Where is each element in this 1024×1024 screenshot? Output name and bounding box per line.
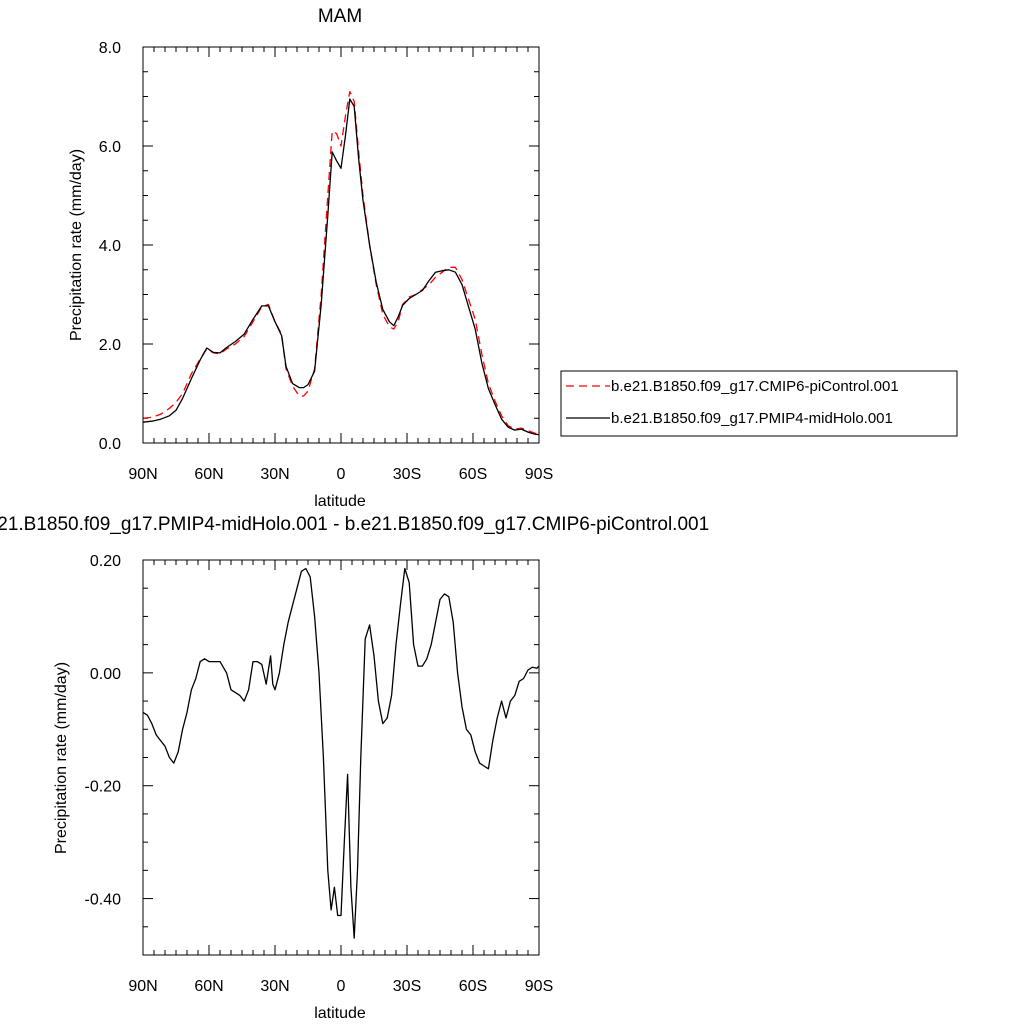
x-tick-label: 30N (260, 466, 289, 483)
x-tick-label: 90N (128, 466, 157, 483)
series-line-0 (142, 90, 540, 435)
chart-title: MAM (318, 6, 362, 27)
x-tick-label: 30N (260, 978, 289, 995)
series-line-0 (142, 567, 540, 939)
y-tick-label: 2.0 (99, 337, 121, 354)
panel-mean-precipitation: MAM Precipitation rate (mm/day) latitude… (68, 6, 553, 510)
tick-labels: 90N 60N 30N 0 30S 60S 90S -0.40 -0.20 0.00 0.20 (85, 553, 554, 995)
x-tick-label: 30S (393, 978, 421, 995)
y-tick-label: 4.0 (99, 238, 121, 255)
x-tick-label: 60S (459, 466, 487, 483)
x-tick-label: 30S (393, 466, 421, 483)
y-tick-label: 0.0 (99, 436, 121, 453)
tick-labels: 90N 60N 30N 0 30S 60S 90S 0.0 2.0 4.0 6.0 8.0 (99, 40, 553, 483)
legend-label-picontrol: b.e21.B1850.f09_g17.CMIP6-piControl.001 (611, 378, 899, 395)
y-tick-label: 8.0 (99, 40, 121, 57)
series-line-1 (142, 98, 540, 436)
x-tick-label: 60N (194, 978, 223, 995)
legend-box (560, 370, 958, 437)
x-tick-label: 0 (337, 466, 346, 483)
x-tick-label: 90S (525, 978, 553, 995)
difference-title: b.e21.B1850.f09_g17.PMIP4-midHolo.001 - … (0, 514, 709, 535)
axis-ticks (142, 559, 540, 956)
y-axis-label: Precipitation rate (mm/day) (68, 149, 85, 341)
legend-label-midholo: b.e21.B1850.f09_g17.PMIP4-midHolo.001 (611, 410, 893, 427)
y-tick-label: 0.00 (90, 666, 121, 683)
x-axis-label: latitude (314, 1005, 366, 1022)
y-axis-label: Precipitation rate (mm/day) (53, 662, 70, 854)
series-lines (142, 567, 540, 939)
x-axis-label: latitude (314, 493, 366, 510)
y-tick-label: 6.0 (99, 139, 121, 156)
legend: b.e21.B1850.f09_g17.CMIP6-piControl.001 … (560, 370, 958, 437)
series-lines (142, 90, 540, 436)
x-tick-label: 60N (194, 466, 223, 483)
y-tick-label: -0.40 (85, 892, 122, 909)
x-tick-label: 90S (525, 466, 553, 483)
axis-ticks (142, 46, 540, 444)
x-tick-label: 0 (337, 978, 346, 995)
x-tick-label: 60S (459, 978, 487, 995)
plot-frame (142, 46, 540, 444)
plot-frame (142, 559, 540, 956)
x-tick-label: 90N (128, 978, 157, 995)
panel-difference: b.e21.B1850.f09_g17.PMIP4-midHolo.001 - … (0, 514, 709, 1022)
y-tick-label: -0.20 (85, 779, 122, 796)
y-tick-label: 0.20 (90, 553, 121, 570)
